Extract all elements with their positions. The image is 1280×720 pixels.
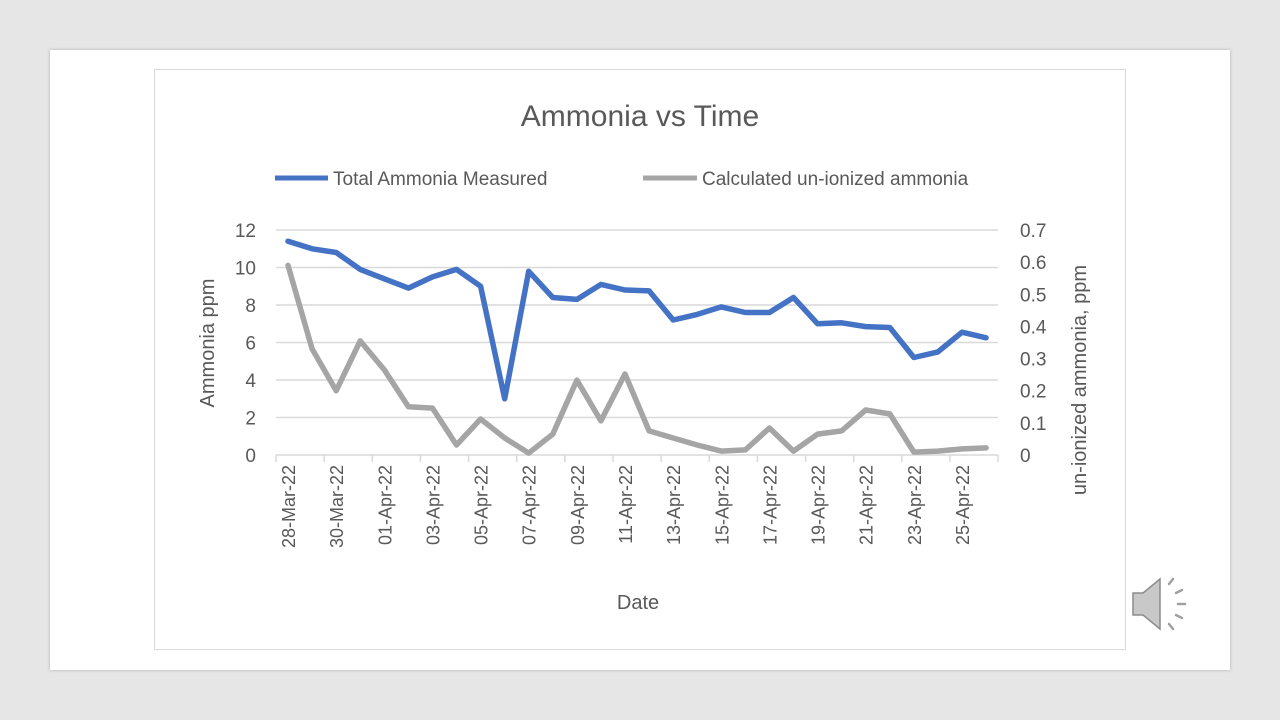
y2-tick-label: 0.4 [1020, 317, 1047, 338]
series-line-unionized [285, 262, 989, 456]
x-tick-label: 03-Apr-22 [423, 465, 443, 545]
x-tick-label: 23-Apr-22 [905, 465, 925, 545]
chart-title: Ammonia vs Time [521, 100, 759, 133]
legend: Total Ammonia Measured Calculated un-ion… [275, 169, 969, 190]
legend-label-unionized: Calculated un-ionized ammonia [702, 169, 969, 190]
speaker-icon[interactable] [1132, 577, 1187, 631]
x-tick-label: 19-Apr-22 [809, 465, 829, 545]
x-tick-label: 30-Mar-22 [327, 465, 347, 548]
x-tick-label: 11-Apr-22 [616, 465, 636, 544]
y2-tick-label: 0.6 [1020, 253, 1046, 274]
y-tick-label: 2 [245, 409, 256, 430]
x-tick-label: 28-Mar-22 [279, 465, 299, 548]
chart-area[interactable] [154, 69, 1126, 650]
legend-label-total: Total Ammonia Measured [333, 169, 547, 190]
y-tick-label: 6 [245, 334, 256, 355]
series-line-total [285, 238, 989, 402]
y-tick-label: 8 [245, 296, 256, 317]
x-tick-label: 05-Apr-22 [472, 465, 492, 545]
y2-tick-label: 0.1 [1020, 414, 1046, 435]
y-tick-label: 4 [245, 371, 256, 392]
y-tick-label: 10 [235, 259, 256, 280]
x-tick-label: 07-Apr-22 [520, 465, 540, 545]
x-tick-label: 25-Apr-22 [953, 465, 973, 545]
x-tick-label: 15-Apr-22 [712, 465, 732, 545]
y-axis-title: Ammonia ppm [197, 279, 219, 408]
y2-tick-label: 0.3 [1020, 350, 1046, 371]
x-tick-label: 13-Apr-22 [664, 465, 684, 545]
y2-tick-label: 0.2 [1020, 382, 1046, 403]
y2-tick-label: 0 [1020, 446, 1031, 467]
x-tick-label: 01-Apr-22 [375, 465, 395, 545]
x-axis-title: Date [617, 592, 659, 614]
y2-tick-label: 0.5 [1020, 285, 1046, 306]
y-tick-label: 0 [245, 446, 256, 467]
x-tick-label: 21-Apr-22 [857, 465, 877, 545]
x-tick-label: 09-Apr-22 [568, 465, 588, 545]
y-tick-label: 12 [235, 221, 256, 242]
y2-axis-title: un-ionized ammonia, ppm [1069, 265, 1091, 495]
x-tick-label: 17-Apr-22 [760, 465, 780, 545]
y2-tick-label: 0.7 [1020, 221, 1046, 242]
